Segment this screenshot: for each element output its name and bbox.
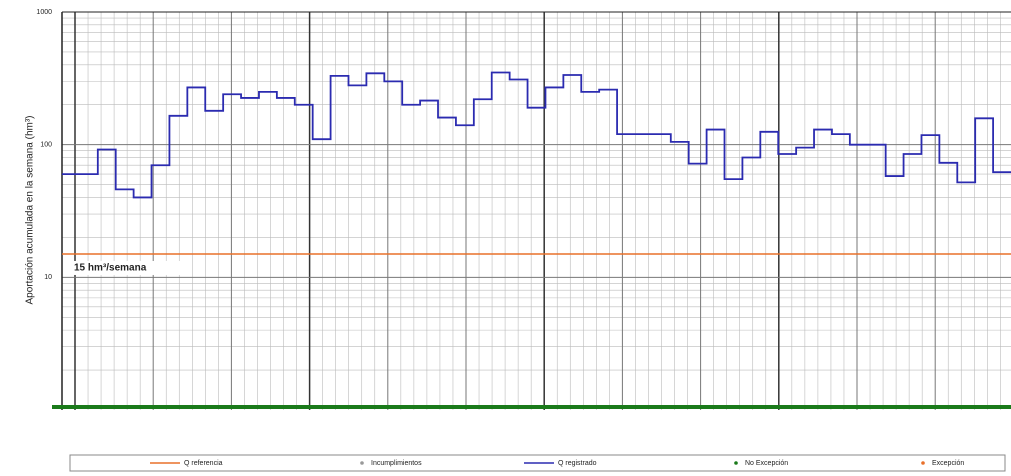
y-axis-label: Aportación acumulada en la semana (hm³) [25,116,36,305]
legend-label: Q referencia [184,460,223,467]
y-tick-label: 1000 [36,9,52,16]
reference-label: 15 hm³/semana [74,263,147,274]
legend-label: Incumplimientos [371,460,422,467]
legend-label: Excepción [932,460,964,467]
legend-label: Q registrado [558,460,597,467]
y-tick-label: 10 [44,274,52,281]
legend-swatch [734,461,738,465]
reference-label-bg [70,260,180,275]
legend-swatch [921,461,925,465]
legend-swatch [360,461,364,465]
y-tick-label: 100 [40,142,52,149]
data-line [62,71,1011,199]
legend-label: No Excepción [745,460,788,467]
